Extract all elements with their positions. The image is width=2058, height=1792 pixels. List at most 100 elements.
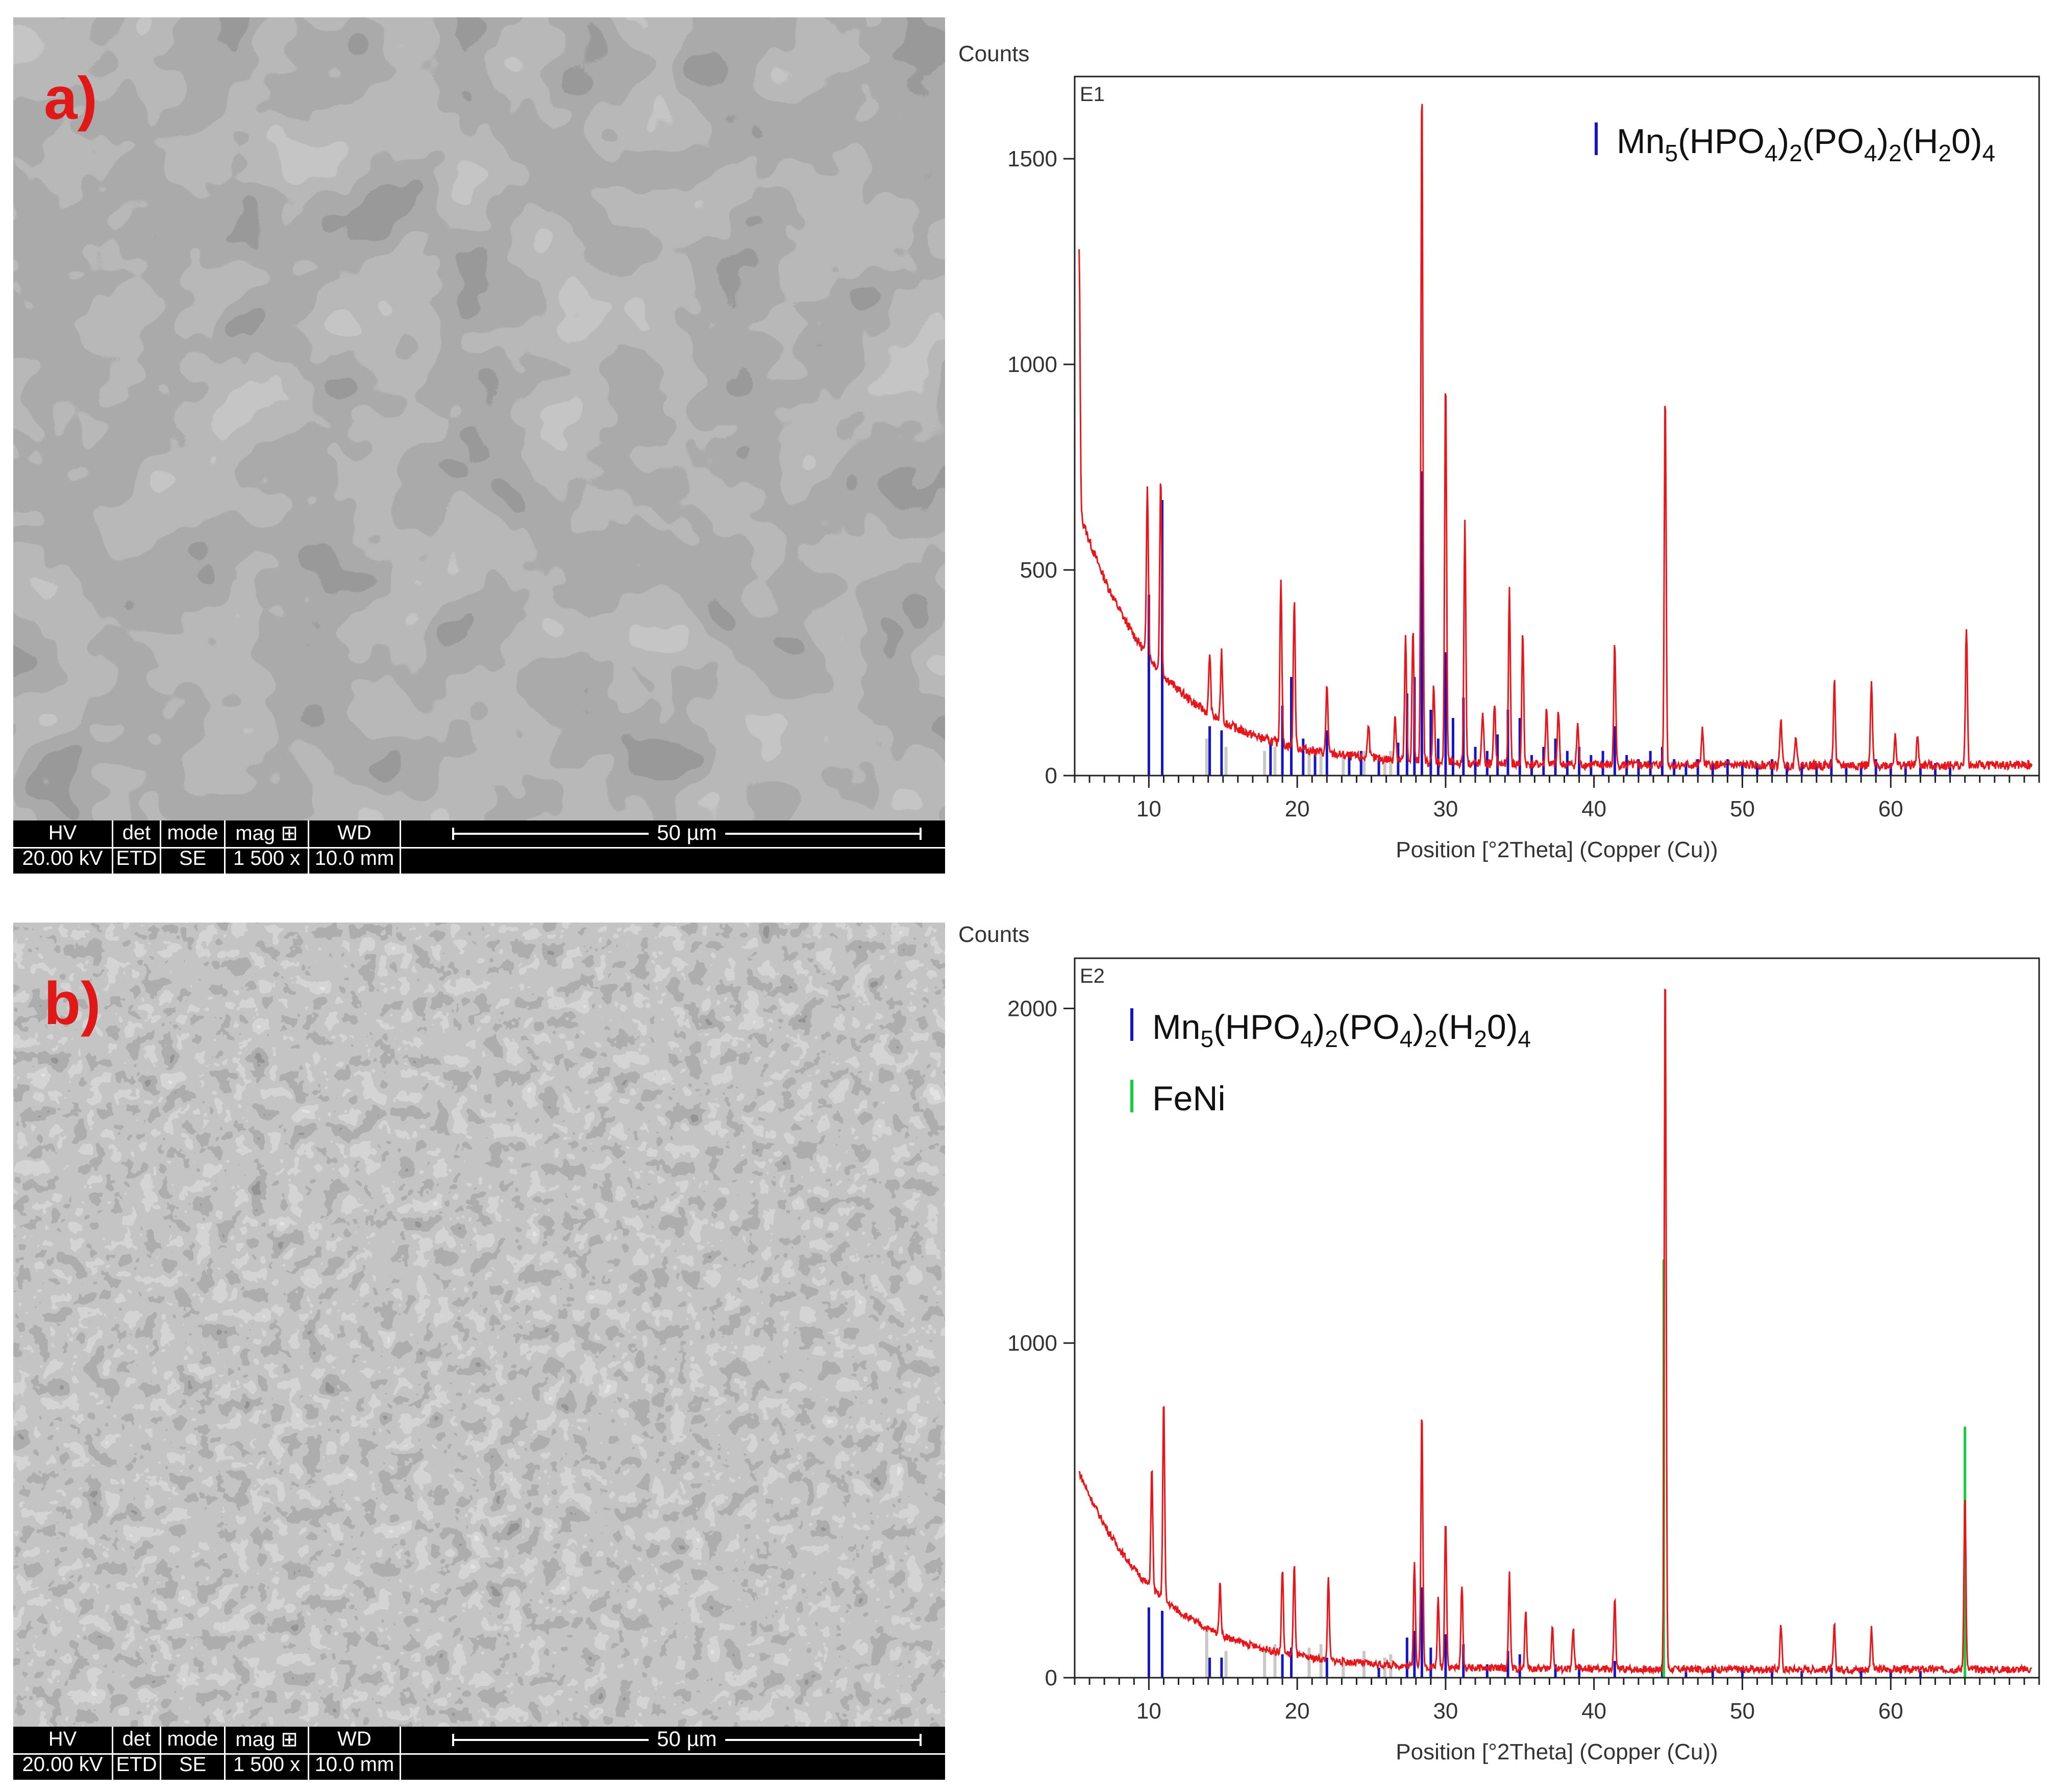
x-tick-label: 20	[1285, 797, 1310, 822]
mag-cell: mag ⊞ 1 500 x	[226, 820, 309, 874]
measured-pattern-line	[1078, 104, 2032, 773]
hv-value: 20.00 kV	[22, 847, 103, 869]
legend-text: Mn	[1152, 1008, 1200, 1047]
x-tick-label: 40	[1581, 797, 1606, 822]
legend-subscript: 4	[1400, 1026, 1413, 1052]
legend-text: 0)	[1487, 1008, 1518, 1047]
measured-pattern-line	[1078, 988, 2032, 1676]
panel-label-a: a)	[44, 65, 97, 132]
databar-divider	[13, 1753, 945, 1755]
det-value: ETD	[116, 847, 157, 869]
scale-bar-tick-right	[920, 1734, 922, 1746]
x-tick-label: 60	[1878, 1699, 1903, 1724]
legend-text: (HPO	[1213, 1008, 1300, 1047]
x-tick-label: 10	[1136, 797, 1161, 822]
y-tick-label: 500	[1020, 558, 1057, 583]
wd-cell: WD 10.0 mm	[309, 820, 401, 874]
legend-text: )	[1313, 1008, 1325, 1047]
x-tick-label: 20	[1285, 1699, 1310, 1724]
stick-group-0	[1205, 738, 1393, 776]
legend-subscript: 4	[1300, 1026, 1313, 1052]
y-tick-label: 1000	[1007, 1331, 1057, 1356]
det-header: det	[122, 1728, 151, 1750]
plot-frame	[1074, 76, 2040, 777]
sem-databar-a: HV 20.00 kV det ETD mode SE mag ⊞ 1 500 …	[13, 820, 945, 874]
wd-value: 10.0 mm	[314, 847, 394, 869]
y-tick-label: 0	[1045, 1665, 1057, 1690]
legend-subscript: 4	[1765, 140, 1778, 166]
sem-databar-b: HV 20.00 kV det ETD mode SE mag ⊞ 1 500 …	[13, 1727, 945, 1780]
legend-subscript: 2	[1424, 1026, 1437, 1052]
xrd-chart-e1-svg: Counts E1 10 20 30 40 50 60 0 500 1000 1500 Position…	[958, 41, 2040, 862]
scale-bar-tick-right	[920, 828, 922, 840]
scale-bar-b: 50 µm	[452, 1727, 922, 1754]
x-tick-label: 50	[1730, 797, 1755, 822]
mode-header: mode	[167, 1728, 218, 1750]
xrd-chart-e2: Counts E2 10 20 30 40 50 60 0 1000 2000 Position [°…	[948, 911, 2058, 1779]
sem-image-a: a) HV 20.00 kV det ETD mode SE mag ⊞ 1 5…	[13, 17, 945, 874]
wd-header: WD	[337, 822, 371, 844]
mag-header: mag ⊞	[235, 822, 298, 844]
panel-id: E1	[1080, 83, 1105, 106]
legend-text: (PO	[1802, 122, 1864, 161]
mag-value: 1 500 x	[233, 847, 301, 869]
y-tick-label: 2000	[1007, 996, 1057, 1021]
legend-subscript: 2	[1789, 140, 1802, 166]
xrd-chart-e1: Counts E1 10 20 30 40 50 60 0 500 1000 1500 Position…	[948, 31, 2058, 888]
mag-cell: mag ⊞ 1 500 x	[226, 1727, 309, 1780]
legend-entry: FeNi	[1152, 1079, 1226, 1118]
wd-cell: WD 10.0 mm	[309, 1727, 401, 1780]
scale-bar-label: 50 µm	[649, 820, 725, 845]
y-tick-label: 0	[1045, 763, 1057, 788]
hv-cell: HV 20.00 kV	[13, 820, 113, 874]
legend-text: (HPO	[1678, 122, 1765, 161]
det-value: ETD	[116, 1753, 157, 1776]
legend-text: )	[1877, 122, 1889, 161]
legend-subscript: 2	[1474, 1026, 1487, 1052]
plot-frame	[1074, 957, 2040, 1679]
legend-subscript: 4	[1982, 140, 1995, 166]
x-tick-label: 10	[1136, 1699, 1161, 1724]
scale-bar-a: 50 µm	[452, 820, 922, 848]
sem-micrograph-b	[13, 923, 945, 1780]
mode-value: SE	[179, 1753, 207, 1776]
stick-group-2	[1662, 1259, 1967, 1678]
legend-entry: Mn5(HPO4)2(PO4)2(H20)4	[1152, 1008, 1531, 1052]
det-header: det	[122, 822, 151, 844]
sem-micrograph-a	[13, 17, 945, 874]
wd-header: WD	[337, 1728, 371, 1750]
legend-text: (H	[1437, 1008, 1474, 1047]
xrd-chart-e2-svg: Counts E2 10 20 30 40 50 60 0 1000 2000 Position [°…	[958, 922, 2040, 1764]
legend-subscript: 5	[1665, 140, 1678, 166]
legend-entry: Mn5(HPO4)2(PO4)2(H20)4	[1617, 122, 1995, 166]
legend-subscript: 2	[1889, 140, 1902, 166]
x-tick-label: 50	[1730, 1699, 1755, 1724]
stick-group-1	[1147, 471, 1952, 776]
x-tick-label: 30	[1433, 797, 1458, 822]
x-axis-title: Position [°2Theta] (Copper (Cu))	[1396, 837, 1718, 862]
mode-header: mode	[167, 822, 218, 844]
legend-subscript: 4	[1518, 1026, 1531, 1052]
legend-text: )	[1412, 1008, 1424, 1047]
legend-text: (PO	[1338, 1008, 1400, 1047]
legend-text: Mn	[1617, 122, 1665, 161]
wd-value: 10.0 mm	[314, 1753, 394, 1776]
legend-subscript: 2	[1938, 140, 1951, 166]
hv-header: HV	[48, 822, 77, 844]
mag-value: 1 500 x	[233, 1753, 301, 1776]
hv-value: 20.00 kV	[22, 1753, 103, 1776]
y-axis-title: Counts	[958, 41, 1029, 66]
legend-subscript: 2	[1325, 1026, 1338, 1052]
scale-bar-tick-left	[452, 1734, 454, 1746]
x-tick-label: 60	[1878, 797, 1903, 822]
scale-bar-label: 50 µm	[649, 1727, 725, 1751]
x-tick-label: 30	[1433, 1699, 1458, 1724]
x-tick-label: 40	[1581, 1699, 1606, 1724]
legend-text: (H	[1902, 122, 1939, 161]
panel-label-b: b)	[44, 970, 101, 1037]
y-tick-label: 1000	[1007, 352, 1057, 377]
mag-header: mag ⊞	[235, 1728, 298, 1751]
sem-image-b: b) HV 20.00 kV det ETD mode SE mag ⊞ 1 5…	[13, 923, 945, 1780]
x-axis-title: Position [°2Theta] (Copper (Cu))	[1396, 1739, 1718, 1764]
databar-divider	[13, 847, 945, 849]
